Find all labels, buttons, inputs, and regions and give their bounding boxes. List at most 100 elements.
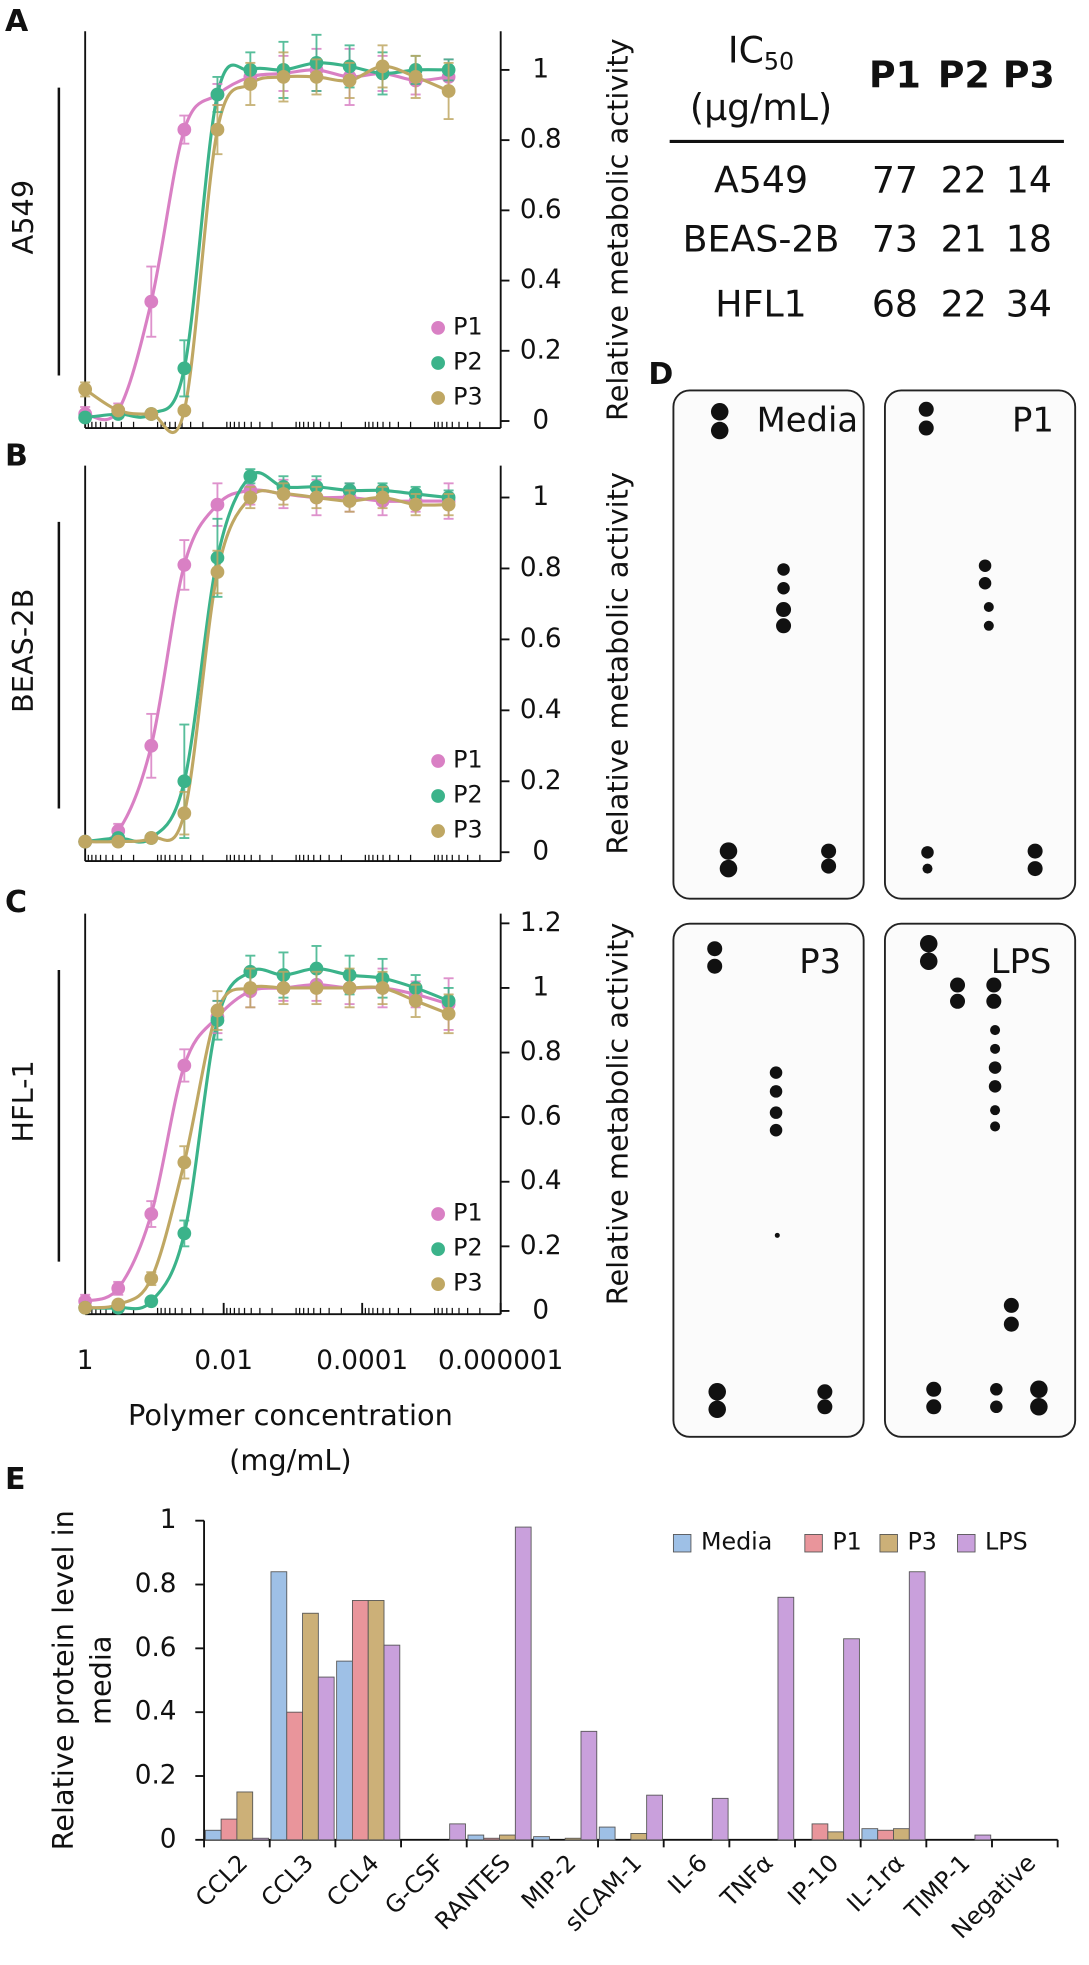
x-tick-label: CCL4 xyxy=(321,1849,384,1912)
data-point xyxy=(243,981,258,995)
blot-label: LPS xyxy=(991,942,1052,981)
table-cell: 68 xyxy=(872,283,918,326)
y-tick-label: 0.6 xyxy=(520,624,562,654)
blot-spot xyxy=(990,1043,1001,1054)
data-point xyxy=(144,738,159,753)
legend-swatch xyxy=(804,1534,823,1553)
row-label: BEAS-2B xyxy=(6,589,40,713)
data-point xyxy=(78,834,93,849)
blot-spot xyxy=(919,934,938,953)
bar xyxy=(286,1711,303,1841)
blot-spot xyxy=(950,993,966,1009)
y-tick-label: 0.4 xyxy=(135,1697,177,1727)
blot-spot xyxy=(708,1383,726,1401)
table-cell: 22 xyxy=(941,159,987,202)
bar xyxy=(811,1823,829,1841)
data-point xyxy=(375,490,390,505)
bar xyxy=(514,1526,532,1841)
blot-spot xyxy=(769,1106,783,1119)
blot-label: Media xyxy=(757,400,858,439)
bar xyxy=(580,1730,598,1841)
y-tick-label: 0.8 xyxy=(520,553,562,583)
table-corner: IC50 xyxy=(728,29,794,76)
data-point xyxy=(177,1058,192,1073)
data-point xyxy=(210,122,225,137)
y-axis-title: Relative protein level in xyxy=(46,1510,80,1850)
blot-spot xyxy=(821,843,837,859)
blot-spot xyxy=(707,941,723,957)
bar xyxy=(467,1834,485,1841)
legend-label: P3 xyxy=(453,816,482,844)
y-axis-title: Relative metabolic activity xyxy=(601,38,635,421)
data-point xyxy=(111,1281,126,1296)
blot-spot xyxy=(921,846,934,859)
legend-label: P2 xyxy=(453,347,482,375)
bar xyxy=(908,1571,926,1841)
table-header: P3 xyxy=(1003,54,1055,97)
panel-letter: A xyxy=(5,4,29,39)
bar xyxy=(533,1836,550,1841)
table-header: P1 xyxy=(869,54,921,97)
fit-curve xyxy=(84,64,450,435)
data-point xyxy=(144,407,159,421)
x-tick-label: 0.01 xyxy=(194,1346,252,1376)
blot-spot xyxy=(1003,1316,1019,1332)
legend-label: P1 xyxy=(453,1199,482,1227)
bar xyxy=(777,1596,795,1841)
table-cell: 14 xyxy=(1006,159,1052,202)
y-tick-label: 0.4 xyxy=(520,1166,562,1196)
x-tick-label: IL-6 xyxy=(662,1849,713,1900)
bar xyxy=(367,1600,385,1841)
bar xyxy=(252,1837,269,1841)
y-tick-label: 0.8 xyxy=(520,1037,562,1067)
bar xyxy=(336,1660,353,1841)
y-tick-label: 0.6 xyxy=(520,1102,562,1132)
y-tick-label: 0 xyxy=(532,1295,549,1325)
bar xyxy=(351,1600,369,1841)
blot-spot xyxy=(983,620,994,631)
blot-spot xyxy=(978,559,992,572)
data-point xyxy=(177,806,192,821)
bar xyxy=(564,1837,582,1841)
bar xyxy=(843,1638,860,1841)
data-point xyxy=(177,1155,192,1170)
x-tick-label: 0.0001 xyxy=(316,1346,408,1376)
bar xyxy=(827,1831,845,1841)
blot-spot xyxy=(1027,843,1043,859)
blot-spot xyxy=(821,858,837,874)
data-point xyxy=(408,993,423,1008)
x-tick-label: IL-1rα xyxy=(841,1849,910,1918)
data-point xyxy=(375,981,390,995)
table-cell: 77 xyxy=(872,159,918,202)
legend-swatch xyxy=(431,391,445,405)
panel-letter: C xyxy=(5,885,27,920)
y-tick-label: 0.2 xyxy=(520,766,562,796)
table-corner-main: IC xyxy=(728,29,764,72)
blot-spot xyxy=(776,618,792,634)
blot-spot xyxy=(990,1105,1001,1116)
data-point xyxy=(309,981,324,995)
legend-label: P3 xyxy=(453,383,482,411)
data-point xyxy=(441,84,456,98)
x-tick-label: 1 xyxy=(77,1346,94,1376)
blot-spot xyxy=(926,1399,942,1415)
y-tick-label: 1.2 xyxy=(520,908,562,938)
data-point xyxy=(210,497,225,512)
data-point xyxy=(144,1294,159,1309)
data-point xyxy=(177,403,192,418)
blot-spot xyxy=(719,842,738,860)
table-row-label: HFL1 xyxy=(715,283,806,326)
table-cell: 73 xyxy=(872,218,918,261)
y-axis-title: Relative metabolic activity xyxy=(601,923,635,1306)
legend-label: P2 xyxy=(453,1234,482,1262)
data-point xyxy=(177,361,192,376)
table-cell: 34 xyxy=(1006,283,1052,326)
y-tick-label: 0.6 xyxy=(520,195,562,225)
blot-spot xyxy=(986,977,1002,993)
data-point xyxy=(78,1300,93,1315)
table-corner-unit: (μg/mL) xyxy=(690,86,832,129)
blot-spot xyxy=(990,1025,1001,1036)
bar xyxy=(861,1828,879,1841)
legend-swatch xyxy=(879,1534,898,1553)
data-point xyxy=(309,490,324,505)
